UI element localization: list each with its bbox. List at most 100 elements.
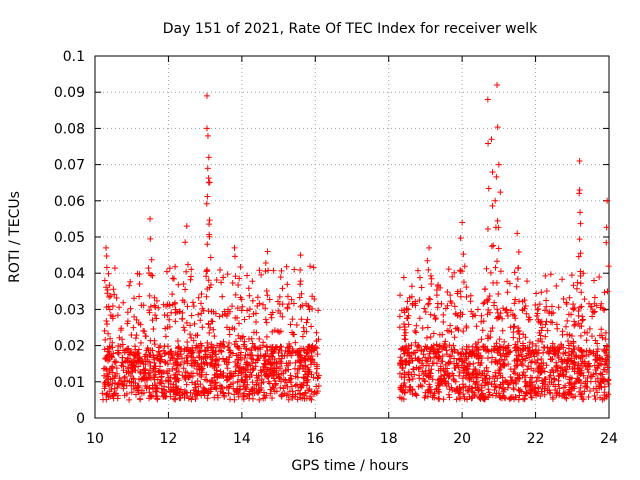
y-tick-label: 0.1 xyxy=(63,49,85,65)
data-point-peak-tail xyxy=(263,288,270,295)
data-point xyxy=(254,377,261,384)
data-point xyxy=(276,363,283,370)
data-point xyxy=(161,312,168,319)
data-point-peak-tail xyxy=(457,235,464,242)
data-point xyxy=(519,372,526,379)
data-point xyxy=(496,343,503,350)
data-point xyxy=(172,306,179,313)
data-point xyxy=(153,297,160,304)
data-point xyxy=(106,351,113,358)
data-point xyxy=(189,393,196,400)
data-point xyxy=(244,307,251,314)
data-point xyxy=(604,364,611,371)
data-point-peak xyxy=(203,92,210,99)
data-point xyxy=(440,396,447,403)
data-point xyxy=(141,370,148,377)
data-point xyxy=(504,344,511,351)
data-point xyxy=(504,384,511,391)
y-tick-label: 0.06 xyxy=(54,194,85,210)
data-point xyxy=(226,347,233,354)
data-point xyxy=(170,389,177,396)
data-point xyxy=(191,362,198,369)
data-point xyxy=(119,359,126,366)
data-point xyxy=(206,362,213,369)
data-point xyxy=(110,391,117,398)
data-point xyxy=(109,392,116,399)
data-point xyxy=(175,353,182,360)
data-point xyxy=(260,342,267,349)
data-point xyxy=(418,284,425,291)
data-point xyxy=(506,280,513,287)
y-tick-label: 0.07 xyxy=(54,158,85,174)
data-point xyxy=(297,303,304,310)
data-point xyxy=(448,346,455,353)
data-point xyxy=(258,271,265,278)
data-point xyxy=(213,276,220,283)
data-point xyxy=(118,377,125,384)
data-point xyxy=(149,317,156,324)
data-point xyxy=(416,315,423,322)
data-point xyxy=(284,384,291,391)
data-point xyxy=(543,318,550,325)
data-point xyxy=(198,356,205,363)
y-tick-label: 0.02 xyxy=(54,339,85,355)
data-point xyxy=(165,377,172,384)
data-point xyxy=(271,327,278,334)
data-point xyxy=(132,380,139,387)
data-point xyxy=(179,355,186,362)
data-point xyxy=(157,342,164,349)
data-point-peak-tail xyxy=(490,279,497,286)
data-point xyxy=(109,339,116,346)
data-point-peak-tail xyxy=(577,250,584,257)
data-point xyxy=(438,377,445,384)
data-point-peak-tail xyxy=(298,290,305,297)
data-point xyxy=(312,344,319,351)
data-point xyxy=(116,380,123,387)
data-point xyxy=(427,333,434,340)
data-point xyxy=(160,393,167,400)
data-point xyxy=(263,343,270,350)
data-point xyxy=(277,274,284,281)
data-point xyxy=(209,349,216,356)
data-point xyxy=(140,302,147,309)
data-point xyxy=(179,297,186,304)
data-point xyxy=(585,362,592,369)
data-point xyxy=(451,365,458,372)
data-point xyxy=(467,298,474,305)
data-point-peak-tail xyxy=(514,275,521,282)
data-point-peak-tail xyxy=(577,273,584,280)
data-point xyxy=(592,385,599,392)
data-point xyxy=(216,356,223,363)
data-point xyxy=(415,342,422,349)
data-point xyxy=(103,318,110,325)
data-point xyxy=(210,326,217,333)
data-point xyxy=(401,344,408,351)
data-point xyxy=(540,349,547,356)
data-point xyxy=(158,356,165,363)
data-point xyxy=(127,305,134,312)
data-point xyxy=(599,396,606,403)
data-point-peak xyxy=(494,81,501,88)
data-point xyxy=(555,377,562,384)
data-point xyxy=(502,377,509,384)
data-point xyxy=(420,351,427,358)
data-point xyxy=(510,334,517,341)
data-point xyxy=(102,355,109,362)
data-point xyxy=(415,355,422,362)
data-point-peak-tail xyxy=(497,189,504,196)
data-point xyxy=(528,365,535,372)
data-point xyxy=(398,358,405,365)
data-point xyxy=(437,284,444,291)
data-point xyxy=(189,373,196,380)
data-point-peak-tail xyxy=(493,173,500,180)
data-point xyxy=(603,368,610,375)
data-point xyxy=(155,304,162,311)
data-point-peak-tail xyxy=(231,253,238,260)
data-point-peak xyxy=(514,230,521,237)
data-point xyxy=(233,388,240,395)
data-point xyxy=(206,329,213,336)
data-point xyxy=(190,303,197,310)
data-point xyxy=(404,298,411,305)
data-point xyxy=(571,346,578,353)
data-point xyxy=(192,387,199,394)
